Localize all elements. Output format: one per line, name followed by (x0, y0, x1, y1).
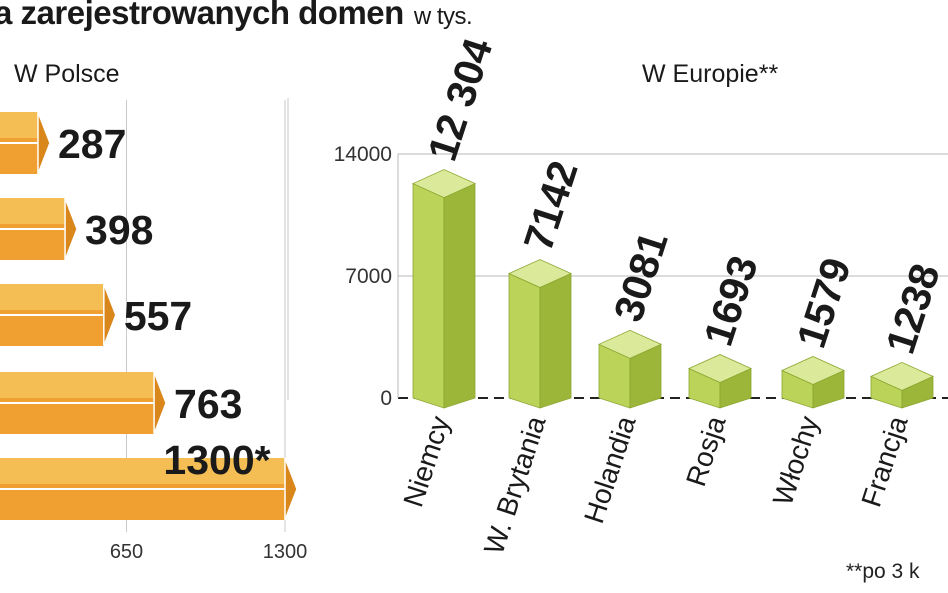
europe-category-label: Francja (855, 412, 913, 511)
poland-bar-highlight (0, 112, 38, 139)
europe-bar-top (870, 361, 934, 391)
europe-bar-top (412, 169, 476, 198)
europe-bar (508, 259, 572, 409)
europe-bar-top (598, 329, 662, 359)
poland-panel-title: W Polsce (14, 60, 120, 88)
title-unit: w tys. (413, 3, 473, 30)
europe-category-label: Niemcy (397, 412, 455, 510)
poland-bar-end-outline (284, 457, 298, 521)
europe-panel-title: W Europie** (642, 60, 779, 88)
europe-bar (688, 354, 752, 409)
europe-bar-front (508, 272, 541, 409)
europe-y-tick-label: 0 (380, 387, 392, 410)
footnote: **po 3 k (846, 560, 920, 583)
europe-category-label: W. Brytania (478, 412, 552, 558)
europe-bar-top (688, 354, 752, 383)
poland-bar-highlight (0, 284, 104, 311)
europe-bar-top (781, 356, 845, 385)
poland-data-label: 398 (85, 207, 153, 253)
poland-bar: 1300* (0, 437, 298, 521)
europe-data-label: 1238 (877, 258, 948, 359)
europe-data-label: 1693 (695, 250, 767, 351)
europe-categories: Niemcy W. Brytania Holandia Rosja Włochy Fran… (397, 412, 913, 558)
poland-bar-highlight (0, 372, 155, 399)
poland-bar-highlight (0, 458, 285, 485)
europe-data-label: 7142 (515, 155, 587, 256)
europe-bar (412, 169, 476, 409)
poland-bar-end (65, 198, 78, 260)
poland-bar-end (154, 372, 167, 434)
europe-category-label: Holandia (578, 412, 642, 527)
europe-bar-top (508, 259, 572, 288)
europe-bar (598, 329, 662, 409)
europe-bar-side (539, 272, 572, 409)
poland-bar: 398 (0, 197, 153, 261)
chart-title: a zarejestrowanych domen w tys. (0, 0, 473, 32)
europe-gridlines (397, 153, 948, 399)
europe-y-tick-label: 14000 (334, 143, 392, 166)
europe-data-label: 3081 (605, 226, 677, 327)
europe-bar (781, 356, 845, 409)
poland-data-label: 1300* (163, 437, 270, 483)
poland-data-label: 287 (58, 121, 126, 167)
poland-bar-end (285, 458, 297, 520)
europe-category-label: Włochy (767, 412, 825, 509)
poland-x-tick-label: 650 (110, 541, 143, 563)
europe-y-ticks: 0 7000 14000 (334, 143, 392, 410)
poland-bar-end-outline (153, 371, 167, 435)
europe-bar (870, 361, 934, 409)
poland-data-label: 557 (124, 293, 192, 339)
poland-data-label: 763 (174, 381, 242, 427)
poland-bar-highlight (0, 198, 66, 225)
europe-category-label: Rosja (680, 412, 732, 490)
europe-bar-front (412, 182, 445, 409)
title-text: a zarejestrowanych domen (0, 0, 404, 31)
poland-bar-end-outline (103, 283, 117, 347)
poland-bar-end (103, 284, 116, 346)
europe-data-label: 12 304 (419, 33, 502, 167)
europe-bars (412, 169, 934, 409)
europe-bar-side (443, 182, 476, 409)
poland-bar-end-outline (37, 111, 51, 175)
poland-x-tick-label: 1300 (263, 541, 308, 563)
poland-bars: 287 398 557 763 1300* (0, 111, 298, 521)
poland-bar: 557 (0, 283, 192, 347)
poland-bar-end (37, 112, 50, 174)
europe-data-label: 1579 (788, 252, 860, 353)
poland-bar-end-outline (64, 197, 78, 261)
poland-bar: 287 (0, 111, 126, 175)
poland-x-ticks: 650 1300 (110, 541, 307, 563)
europe-y-tick-label: 7000 (345, 265, 392, 288)
poland-bar: 763 (0, 371, 242, 435)
